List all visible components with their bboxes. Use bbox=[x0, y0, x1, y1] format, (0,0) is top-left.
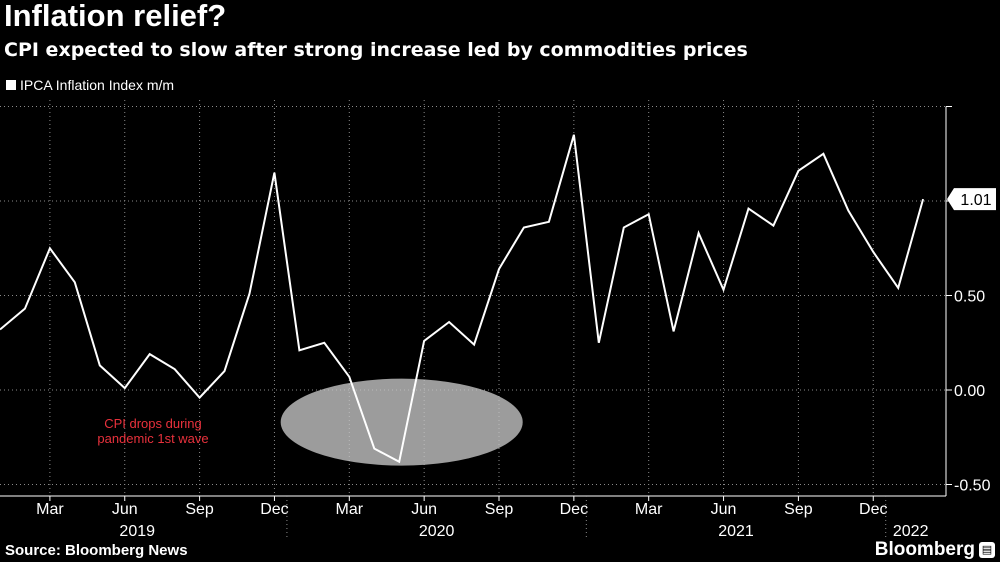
year-label: 2019 bbox=[119, 523, 155, 540]
data-point bbox=[348, 376, 350, 378]
data-point bbox=[423, 340, 425, 342]
data-point bbox=[623, 226, 625, 228]
brand-name: Bloomberg bbox=[874, 539, 975, 560]
data-point bbox=[249, 293, 251, 295]
x-tick-label: Mar bbox=[635, 501, 663, 518]
series-line bbox=[0, 134, 925, 464]
data-point bbox=[323, 342, 325, 344]
year-label: 2021 bbox=[718, 523, 754, 540]
legend: IPCA Inflation Index m/m bbox=[6, 77, 174, 93]
data-point bbox=[648, 213, 650, 215]
brand-logo: Bloomberg ▤ bbox=[875, 539, 995, 561]
data-point bbox=[847, 209, 849, 211]
data-point bbox=[224, 370, 226, 372]
chart-icon: ▤ bbox=[979, 542, 995, 558]
x-tick-label: Sep bbox=[784, 501, 813, 518]
x-tick-label: Sep bbox=[485, 501, 514, 518]
data-point bbox=[922, 198, 924, 200]
data-point bbox=[149, 353, 151, 355]
data-point bbox=[298, 349, 300, 351]
x-tick-label: Dec bbox=[560, 501, 588, 518]
data-point bbox=[448, 321, 450, 323]
data-point bbox=[373, 448, 375, 450]
data-point bbox=[498, 268, 500, 270]
chart-title: Inflation relief? bbox=[4, 0, 227, 33]
data-point bbox=[573, 134, 575, 136]
annotation-ellipse bbox=[280, 378, 523, 466]
legend-label: IPCA Inflation Index m/m bbox=[20, 77, 175, 93]
legend-swatch bbox=[6, 80, 16, 90]
x-tick-label: Jun bbox=[411, 501, 437, 518]
data-point bbox=[24, 308, 26, 310]
data-point bbox=[523, 226, 525, 228]
data-point bbox=[673, 330, 675, 332]
data-point bbox=[872, 251, 874, 253]
chart-subtitle: CPI expected to slow after strong increa… bbox=[4, 39, 748, 61]
last-value-label: 1.01 bbox=[960, 192, 991, 209]
annotation-text: CPI drops during bbox=[104, 416, 202, 431]
y-tick-label: 0.00 bbox=[954, 383, 985, 400]
x-tick-label: Dec bbox=[859, 501, 887, 518]
x-tick-label: Jun bbox=[711, 501, 737, 518]
y-tick-label: -0.50 bbox=[954, 478, 991, 495]
data-point bbox=[124, 387, 126, 389]
data-point bbox=[748, 208, 750, 210]
x-tick-label: Mar bbox=[36, 501, 64, 518]
annotation-text: pandemic 1st wave bbox=[97, 431, 208, 446]
data-point bbox=[273, 172, 275, 174]
data-point bbox=[199, 397, 201, 399]
data-point bbox=[598, 342, 600, 344]
data-point bbox=[822, 153, 824, 155]
y-tick-label: 0.50 bbox=[954, 289, 985, 306]
x-tick-label: Sep bbox=[185, 501, 214, 518]
source-note: Source: Bloomberg News bbox=[5, 542, 188, 559]
data-point bbox=[772, 225, 774, 227]
year-label: 2020 bbox=[419, 523, 455, 540]
data-point bbox=[49, 247, 51, 249]
data-point bbox=[723, 289, 725, 291]
data-point bbox=[74, 281, 76, 283]
data-point bbox=[897, 287, 899, 289]
data-point bbox=[797, 170, 799, 172]
last-value-callout bbox=[947, 188, 996, 211]
data-point bbox=[698, 232, 700, 234]
x-tick-label: Mar bbox=[336, 501, 364, 518]
year-label: 2022 bbox=[893, 523, 929, 540]
data-point bbox=[473, 344, 475, 346]
data-point bbox=[398, 461, 400, 463]
x-tick-label: Jun bbox=[112, 501, 138, 518]
x-tick-label: Dec bbox=[260, 501, 288, 518]
data-point bbox=[548, 221, 550, 223]
data-point bbox=[174, 368, 176, 370]
data-point bbox=[99, 364, 101, 366]
